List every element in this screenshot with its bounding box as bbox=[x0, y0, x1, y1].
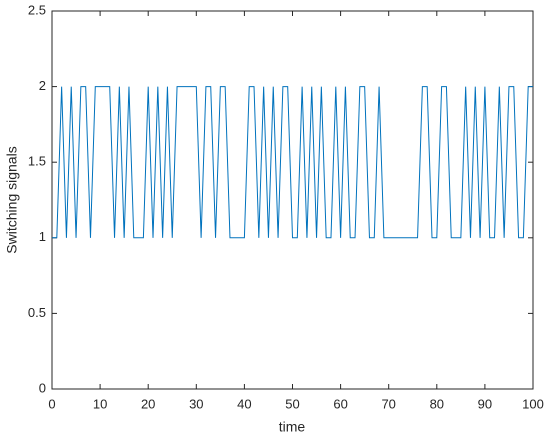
plot-frame bbox=[51, 10, 534, 390]
x-tick-label: 40 bbox=[237, 396, 251, 411]
x-axis-label: time bbox=[279, 419, 306, 435]
x-tick-label: 80 bbox=[430, 396, 444, 411]
y-tick-label: 2.5 bbox=[28, 2, 46, 17]
y-tick-label: 1.5 bbox=[28, 154, 46, 169]
y-tick-label: 0 bbox=[39, 380, 46, 395]
x-tick-label: 30 bbox=[189, 396, 203, 411]
x-tick-label: 60 bbox=[333, 396, 347, 411]
y-axis-label: Switching signals bbox=[4, 146, 20, 253]
y-tick-label: 1 bbox=[39, 229, 46, 244]
x-tick-label: 90 bbox=[478, 396, 492, 411]
x-tick-label: 10 bbox=[93, 396, 107, 411]
x-tick-label: 0 bbox=[48, 396, 55, 411]
y-tick-label: 2 bbox=[39, 78, 46, 93]
x-tick-label: 20 bbox=[141, 396, 155, 411]
y-tick-label: 0.5 bbox=[28, 305, 46, 320]
data-line bbox=[52, 86, 533, 239]
x-tick-label: 50 bbox=[285, 396, 299, 411]
x-tick-label: 100 bbox=[522, 396, 544, 411]
x-tick-label: 70 bbox=[381, 396, 395, 411]
